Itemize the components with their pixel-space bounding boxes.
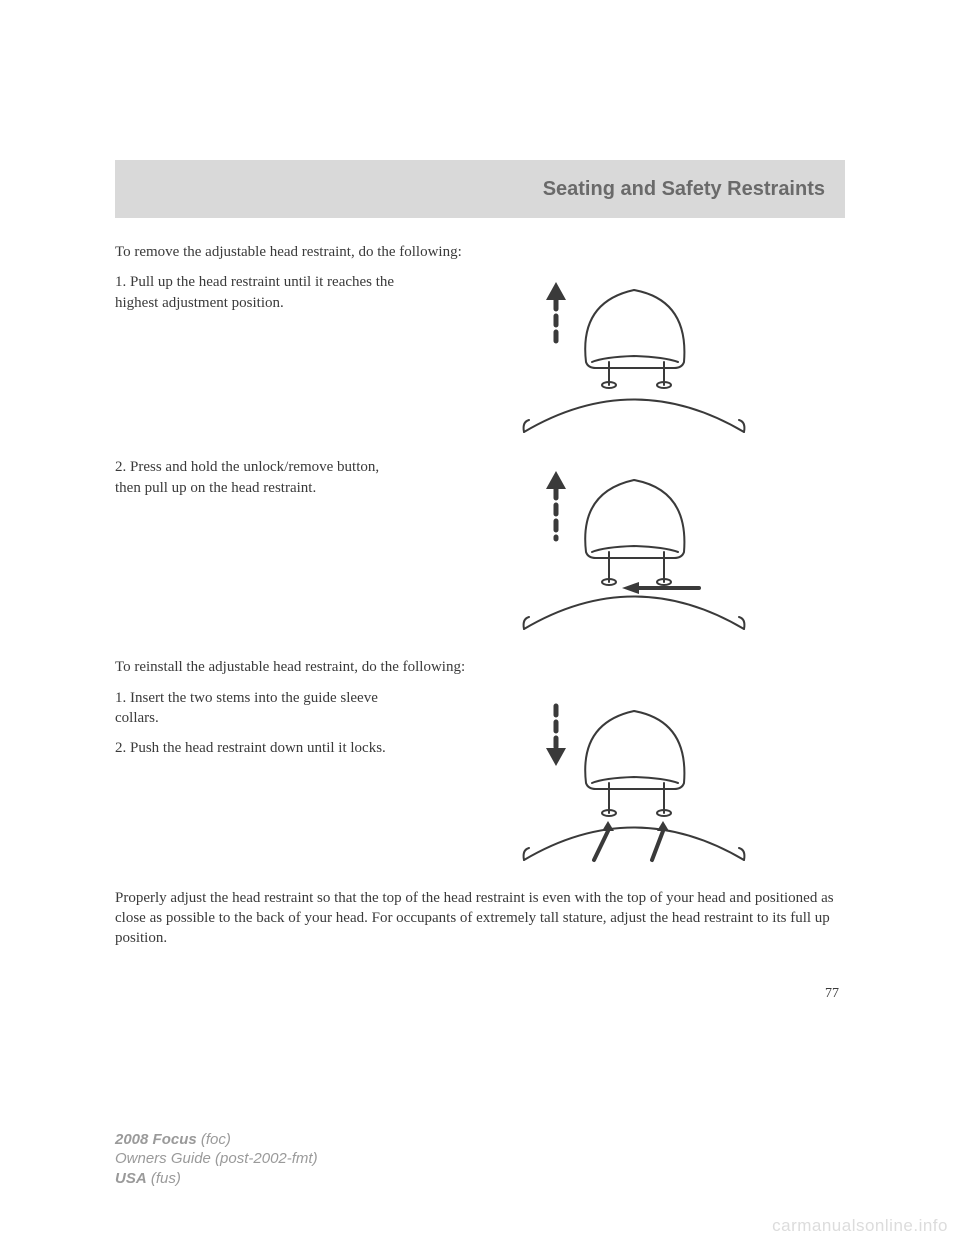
footer-line3: USA (fus) <box>115 1169 318 1189</box>
footer-region-code: (fus) <box>147 1170 181 1187</box>
page-container: Seating and Safety Restraints To remove … <box>0 0 960 1062</box>
reinstall-step1-text: 1. Insert the two stems into the guide s… <box>115 688 405 729</box>
section-header-title: Seating and Safety Restraints <box>543 178 825 201</box>
step1-text-col: 1. Pull up the head restraint until it r… <box>115 272 405 323</box>
footer-line1: 2008 Focus (foc) <box>115 1130 318 1150</box>
reinstall-step2-text: 2. Push the head restraint down until it… <box>115 738 405 758</box>
footer-line2: Owners Guide (post-2002-fmt) <box>115 1149 318 1169</box>
footer-region: USA <box>115 1170 147 1187</box>
watermark-text: carmanualsonline.info <box>772 1216 948 1236</box>
headrest-pull-up-figure <box>484 272 784 437</box>
step1-figure-col <box>423 272 845 437</box>
reinstall-text-col: 1. Insert the two stems into the guide s… <box>115 688 405 769</box>
reinstall-figure-col <box>423 688 845 868</box>
adjust-paragraph: Properly adjust the head restraint so th… <box>115 888 845 949</box>
footer-model: 2008 Focus <box>115 1131 197 1148</box>
step2-text: 2. Press and hold the unlock/remove butt… <box>115 457 405 498</box>
reinstall-row: 1. Insert the two stems into the guide s… <box>115 688 845 868</box>
footer-block: 2008 Focus (foc) Owners Guide (post-2002… <box>115 1130 318 1189</box>
reinstall-intro-text: To reinstall the adjustable head restrai… <box>115 657 845 677</box>
step2-figure-col <box>423 457 845 637</box>
step1-row: 1. Pull up the head restraint until it r… <box>115 272 845 437</box>
section-header-band: Seating and Safety Restraints <box>115 160 845 218</box>
footer-model-code: (foc) <box>197 1131 231 1148</box>
step1-text: 1. Pull up the head restraint until it r… <box>115 272 405 313</box>
remove-intro-text: To remove the adjustable head restraint,… <box>115 242 845 262</box>
headrest-unlock-figure <box>484 457 784 637</box>
step2-text-col: 2. Press and hold the unlock/remove butt… <box>115 457 405 508</box>
headrest-install-figure <box>484 688 784 868</box>
page-number: 77 <box>115 986 845 1002</box>
step2-row: 2. Press and hold the unlock/remove butt… <box>115 457 845 637</box>
